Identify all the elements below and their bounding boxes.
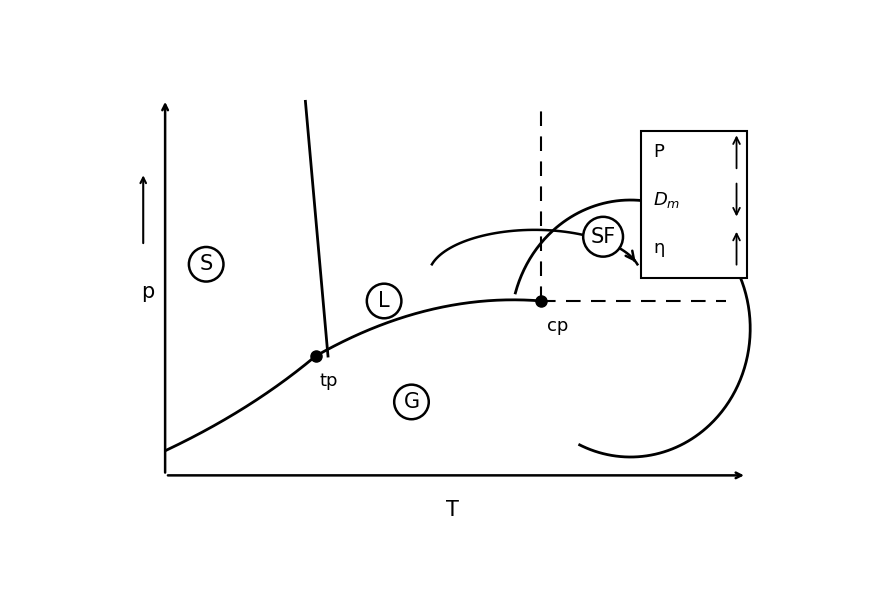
Text: cp: cp [547,317,569,335]
Text: η: η [653,239,664,257]
Text: G: G [404,392,419,412]
Text: SF: SF [591,226,615,247]
Text: P: P [653,143,664,161]
Text: tp: tp [319,372,337,390]
Text: $D_m$: $D_m$ [653,190,680,210]
FancyBboxPatch shape [641,131,747,278]
Text: L: L [378,291,390,311]
Text: T: T [446,501,459,520]
Text: p: p [141,282,155,302]
Text: S: S [200,254,213,274]
